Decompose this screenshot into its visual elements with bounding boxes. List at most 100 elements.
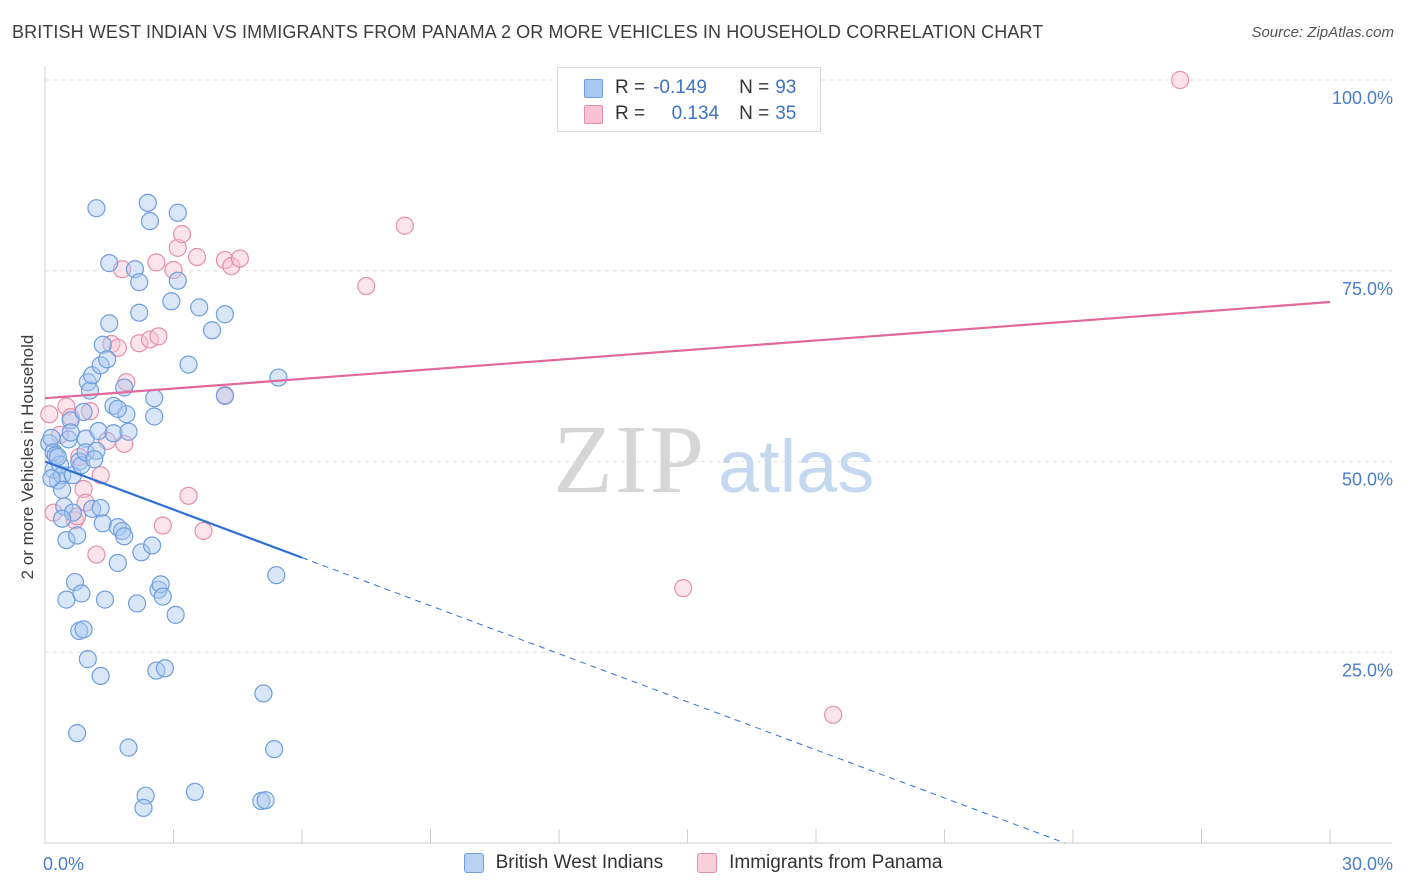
- panama-point: [824, 705, 843, 724]
- panama-point: [87, 545, 106, 564]
- legend-item-panama: Immigrants from Panama: [697, 852, 942, 874]
- panama-point: [168, 238, 187, 257]
- bwi-point: [98, 350, 117, 369]
- chart-source: Source: ZipAtlas.com: [1251, 24, 1394, 41]
- panama-point: [674, 579, 693, 598]
- legend-n-value: 35: [775, 103, 797, 124]
- panama-point: [357, 276, 376, 296]
- bwi-point: [68, 526, 87, 545]
- legend-n-label: N =: [739, 77, 770, 98]
- bwi-point: [108, 553, 127, 573]
- bwi-point: [166, 605, 185, 624]
- legend-n-label: N =: [739, 103, 770, 124]
- panama-point: [164, 260, 183, 280]
- bwi-point: [53, 466, 72, 485]
- panama-point: [187, 247, 207, 267]
- legend-r-label: R =: [615, 103, 646, 124]
- bwi-point: [100, 314, 119, 333]
- bwi-point: [95, 590, 115, 609]
- legend-swatch-blue: [584, 78, 603, 98]
- y-tick-label: 100.0%: [1332, 88, 1393, 108]
- panama-point: [40, 405, 59, 424]
- panama-point: [149, 327, 168, 346]
- bwi-point: [130, 303, 149, 322]
- bwi-point: [48, 447, 67, 467]
- bwi-point: [267, 566, 286, 585]
- series-legend: British West Indians Immigrants from Pan…: [0, 852, 1406, 874]
- bwi-point: [93, 514, 112, 533]
- legend-swatch-blue: [463, 853, 484, 873]
- correlation-legend: R = -0.149 N = 93 R = 0.134 N = 35: [557, 67, 821, 132]
- tick-labels: 25.0% 50.0% 75.0% 100.0% 0.0% 30.0%: [43, 88, 1393, 874]
- bwi-point: [72, 584, 91, 603]
- legend-r-value: -0.149: [653, 77, 707, 98]
- panama-point: [147, 253, 166, 272]
- panama-point: [80, 402, 100, 421]
- panama-point: [179, 486, 198, 505]
- panama-point: [1170, 70, 1190, 90]
- bwi-point: [185, 782, 205, 801]
- bwi-point: [57, 530, 76, 550]
- bwi-point: [130, 273, 149, 292]
- legend-r-value: 0.134: [671, 103, 720, 124]
- bwi-point: [202, 321, 222, 340]
- bwi-point: [142, 536, 162, 555]
- bwi-point: [74, 402, 93, 422]
- bwi-point: [91, 498, 110, 518]
- panama-point: [108, 338, 127, 357]
- legend-label-panama: Immigrants from Panama: [729, 852, 943, 873]
- bwi-point: [119, 422, 138, 441]
- bwi-point: [117, 405, 136, 424]
- bwi-point: [53, 509, 72, 528]
- bwi-point: [215, 305, 234, 324]
- panama-point: [194, 521, 213, 541]
- y-axis-label: 2 or more Vehicles in Household: [18, 335, 37, 580]
- watermark-atlas: atlas: [718, 425, 874, 508]
- legend-swatch-pink: [584, 104, 603, 124]
- bwi-point: [168, 203, 187, 222]
- bwi-point: [153, 587, 172, 606]
- legend-row-panama: R = 0.134 N = 35: [584, 102, 796, 126]
- bwi-point: [269, 368, 288, 387]
- bwi-point: [61, 423, 80, 442]
- bwi-point: [119, 738, 138, 757]
- panama-trend-line: [44, 300, 1331, 400]
- bwi-point: [256, 791, 275, 810]
- panama-point: [395, 216, 414, 235]
- panama-point: [153, 516, 172, 535]
- panama-point: [172, 225, 192, 244]
- bwi-point: [215, 386, 234, 405]
- bwi-point: [78, 650, 97, 669]
- bwi-point: [63, 503, 82, 522]
- y-tick-label: 75.0%: [1342, 279, 1393, 299]
- y-tick-label: 25.0%: [1342, 660, 1393, 680]
- bwi-point: [115, 527, 134, 546]
- bwi-point: [100, 254, 119, 273]
- panama-point: [130, 334, 149, 353]
- bwi-point: [138, 193, 157, 212]
- bwi-point: [91, 666, 110, 686]
- bwi-point: [132, 543, 151, 562]
- bwi-trend-extension: [301, 557, 1066, 844]
- panama-point: [230, 249, 249, 268]
- bwi-point: [93, 335, 112, 354]
- bwi-point: [145, 389, 164, 408]
- legend-label-bwi: British West Indians: [495, 852, 664, 873]
- bwi-point: [42, 469, 61, 488]
- bwi-point: [108, 399, 127, 418]
- bwi-point: [127, 594, 147, 613]
- bwi-point: [254, 684, 273, 703]
- panama-point: [91, 466, 110, 485]
- bwi-point: [162, 292, 181, 311]
- grid-lines: [45, 79, 1392, 653]
- bwi-point: [65, 572, 85, 592]
- legend-n-value: 93: [775, 77, 797, 98]
- x-tick-label: 0.0%: [43, 854, 84, 874]
- bwi-point: [140, 212, 160, 231]
- bwi-trend-line: [44, 460, 303, 559]
- bwi-point: [168, 271, 187, 290]
- bwi-point: [155, 659, 175, 678]
- bwi-point: [85, 450, 104, 469]
- legend-row-bwi: R = -0.149 N = 93: [584, 76, 796, 100]
